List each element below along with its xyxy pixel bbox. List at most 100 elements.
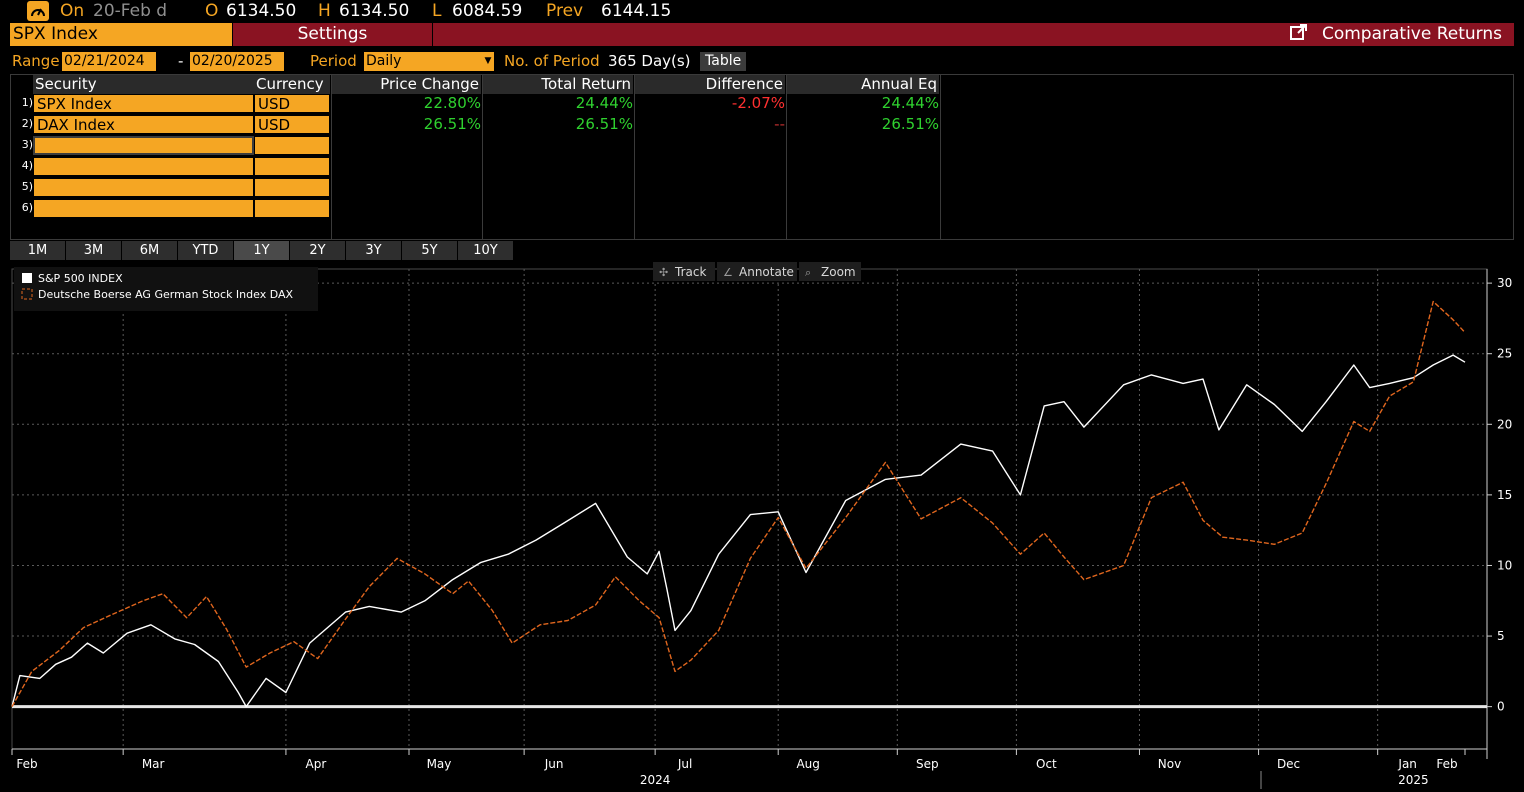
- page-title: Comparative Returns: [1289, 23, 1502, 46]
- zoom-icon: ⌕: [805, 266, 811, 279]
- period-tab-3y[interactable]: 3Y: [346, 241, 401, 260]
- column-header-currency[interactable]: Currency: [254, 75, 330, 94]
- x-tick-label: Mar: [142, 757, 165, 771]
- currency-cell[interactable]: [254, 136, 330, 155]
- total-return-value: 24.44%: [575, 94, 633, 112]
- currency-cell[interactable]: [254, 199, 330, 218]
- period-tab-10y[interactable]: 10Y: [458, 241, 513, 260]
- security-cell[interactable]: DAX Index: [33, 115, 254, 134]
- x-tick-label: Sep: [916, 757, 939, 771]
- column-header-total-return[interactable]: Total Return: [483, 75, 633, 94]
- settings-tab[interactable]: Settings: [232, 23, 433, 46]
- track-button-bg[interactable]: [653, 262, 715, 281]
- row-number: 1): [21, 96, 33, 109]
- column-header-annual-eq[interactable]: Annual Eq: [787, 75, 939, 94]
- row-number: 2): [21, 117, 33, 130]
- period-tab-5y[interactable]: 5Y: [402, 241, 457, 260]
- open-value: 6134.50: [226, 1, 297, 21]
- legend-label: S&P 500 INDEX: [38, 272, 123, 285]
- x-tick-label: Dec: [1277, 757, 1300, 771]
- end-date-field[interactable]: 02/20/2025: [190, 52, 284, 71]
- returns-table: Security Currency Price Change Total Ret…: [10, 74, 1514, 240]
- plot-area[interactable]: [11, 268, 1488, 750]
- table-button[interactable]: Table: [700, 52, 747, 71]
- spx-series-line[interactable]: [11, 354, 1466, 708]
- currency-cell[interactable]: [254, 178, 330, 197]
- row-number: 4): [21, 159, 33, 172]
- calendar-icon[interactable]: [158, 55, 170, 66]
- x-tick-label: Nov: [1158, 757, 1181, 771]
- dax-series-line[interactable]: [11, 300, 1466, 707]
- page-title-text: Comparative Returns: [1321, 24, 1502, 44]
- legend: S&P 500 INDEX Deutsche Boerse AG German S…: [14, 267, 318, 311]
- x-tick-label: Apr: [306, 757, 327, 771]
- x-tick-label: Jul: [677, 757, 692, 771]
- year-label: 2024: [640, 773, 671, 787]
- annual-eq-value: 24.44%: [881, 94, 939, 112]
- x-tick-label: Oct: [1036, 757, 1057, 771]
- annotate-label: Annotate: [739, 265, 794, 279]
- row-number: 3): [21, 138, 33, 151]
- currency-cell[interactable]: USD: [254, 115, 330, 134]
- high-label: H: [318, 1, 331, 21]
- prev-value: 6144.15: [601, 1, 672, 21]
- security-cell[interactable]: [33, 178, 254, 197]
- low-label: L: [432, 1, 442, 21]
- y-tick-label: 20: [1497, 417, 1512, 431]
- period-select[interactable]: Daily: [364, 52, 482, 71]
- track-button[interactable]: ✣ Track: [653, 262, 715, 281]
- price-change-value: 22.80%: [423, 94, 481, 112]
- market-status-icon[interactable]: [27, 1, 49, 21]
- currency-cell[interactable]: [254, 157, 330, 176]
- popout-icon[interactable]: [1289, 24, 1308, 41]
- legend-label: Deutsche Boerse AG German Stock Index DA…: [38, 288, 294, 301]
- period-tab-1m[interactable]: 1M: [10, 241, 65, 260]
- period-tab-ytd[interactable]: YTD: [178, 241, 233, 260]
- row-number: 5): [21, 180, 33, 193]
- annotate-icon: ∠: [723, 266, 733, 279]
- annotate-button[interactable]: ∠ Annotate: [717, 262, 797, 281]
- y-tick-label: 15: [1497, 488, 1512, 502]
- annual-eq-value: 26.51%: [881, 115, 939, 133]
- price-change-value: 26.51%: [423, 115, 481, 133]
- track-label: Track: [674, 265, 706, 279]
- start-date-field[interactable]: 02/21/2024: [62, 52, 156, 71]
- security-input[interactable]: SPX Index: [10, 23, 232, 46]
- difference-value: --: [774, 115, 785, 133]
- high-value: 6134.50: [339, 1, 410, 21]
- zoom-button-bg[interactable]: [799, 262, 861, 281]
- x-tick-label: May: [427, 757, 452, 771]
- quote-date: 20-Feb d: [93, 1, 168, 21]
- column-header-security[interactable]: Security: [33, 75, 254, 94]
- security-cell[interactable]: [33, 136, 254, 155]
- zoom-label: Zoom: [821, 265, 856, 279]
- column-header-difference[interactable]: Difference: [635, 75, 785, 94]
- zoom-button[interactable]: ⌕ Zoom: [799, 262, 861, 281]
- difference-value: -2.07%: [731, 94, 785, 112]
- currency-cell[interactable]: USD: [254, 94, 330, 113]
- security-cell[interactable]: [33, 199, 254, 218]
- legend-box: [14, 267, 318, 311]
- security-cell[interactable]: SPX Index: [33, 94, 254, 113]
- y-tick-label: 0: [1497, 700, 1505, 714]
- period-tab-3m[interactable]: 3M: [66, 241, 121, 260]
- security-cell[interactable]: [33, 157, 254, 176]
- on-label: On: [60, 1, 85, 21]
- period-tab-2y[interactable]: 2Y: [290, 241, 345, 260]
- y-tick-label: 5: [1497, 629, 1505, 643]
- x-tick-label: Aug: [796, 757, 819, 771]
- title-bar: SPX Index Settings Comparative Returns: [10, 23, 1514, 46]
- x-tick-label: Feb: [16, 757, 37, 771]
- annotate-button-bg[interactable]: [717, 262, 797, 281]
- low-value: 6084.59: [452, 1, 523, 21]
- legend-swatch: [22, 273, 32, 283]
- chevron-down-icon[interactable]: ▼: [482, 52, 494, 71]
- y-tick-label: 10: [1497, 558, 1512, 572]
- calendar-icon[interactable]: [287, 55, 299, 66]
- y-tick-label: 25: [1497, 347, 1512, 361]
- column-header-price-change[interactable]: Price Change: [331, 75, 481, 94]
- prev-label: Prev: [546, 1, 584, 21]
- period-tab-1y[interactable]: 1Y: [234, 241, 289, 260]
- period-tab-6m[interactable]: 6M: [122, 241, 177, 260]
